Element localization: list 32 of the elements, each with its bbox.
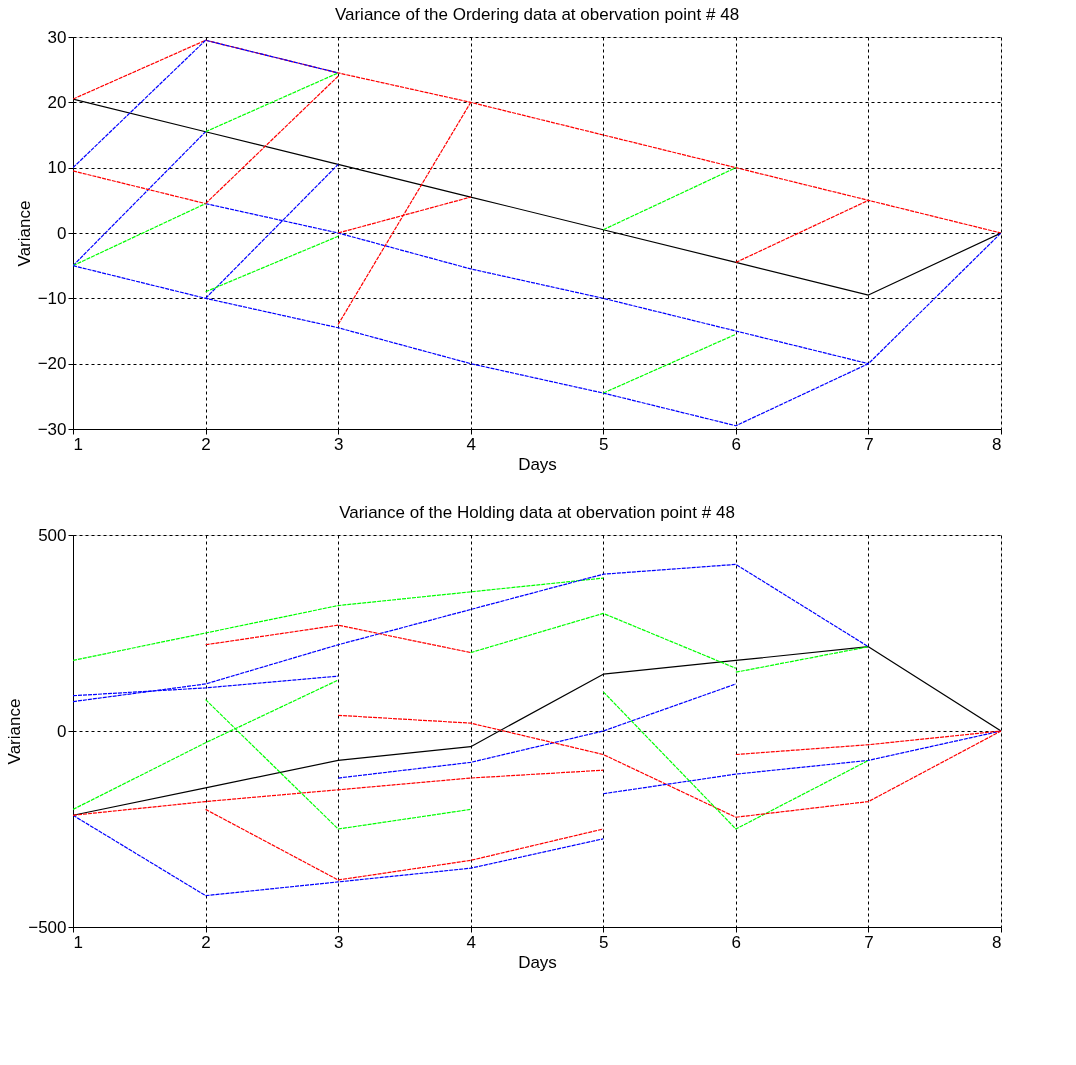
- x-tick-label: 7: [864, 434, 874, 454]
- chart-title: Variance of the Holding data at obervation point # 48: [339, 503, 735, 522]
- x-tick-label: 4: [466, 434, 476, 454]
- y-axis-title: Variance: [5, 698, 25, 765]
- y-tick-label: 0: [57, 721, 67, 741]
- x-tick-label: 1: [73, 434, 83, 454]
- y-tick-label: −10: [37, 288, 67, 308]
- chart-title: Variance of the Ordering data at obervation point # 48: [334, 5, 740, 24]
- x-tick-label: 3: [333, 434, 344, 454]
- x-tick-label: 7: [864, 932, 874, 952]
- x-tick-label: 6: [731, 932, 742, 952]
- y-tick-label: 0: [57, 223, 67, 243]
- y-axis-title: Variance: [14, 200, 34, 267]
- x-tick-label: 1: [73, 932, 83, 952]
- x-tick-label: 6: [731, 434, 742, 454]
- y-tick-label: 30: [47, 27, 67, 47]
- x-tick-label: 4: [466, 932, 476, 952]
- y-tick-label: 20: [47, 92, 67, 112]
- x-tick-label: 2: [201, 932, 211, 952]
- x-tick-label: 5: [599, 932, 609, 952]
- y-tick-label: −20: [37, 354, 67, 374]
- x-axis-title: Days: [518, 952, 557, 972]
- x-tick-label: 3: [333, 932, 344, 952]
- x-tick-label: 5: [599, 434, 609, 454]
- x-tick-label: 8: [992, 932, 1002, 952]
- y-tick-label: 500: [38, 525, 67, 545]
- y-tick-label: −500: [28, 917, 67, 937]
- x-axis-title: Days: [518, 454, 557, 474]
- y-tick-label: −30: [37, 419, 67, 439]
- y-tick-label: 10: [47, 158, 67, 178]
- x-tick-label: 8: [992, 434, 1002, 454]
- x-tick-label: 2: [201, 434, 211, 454]
